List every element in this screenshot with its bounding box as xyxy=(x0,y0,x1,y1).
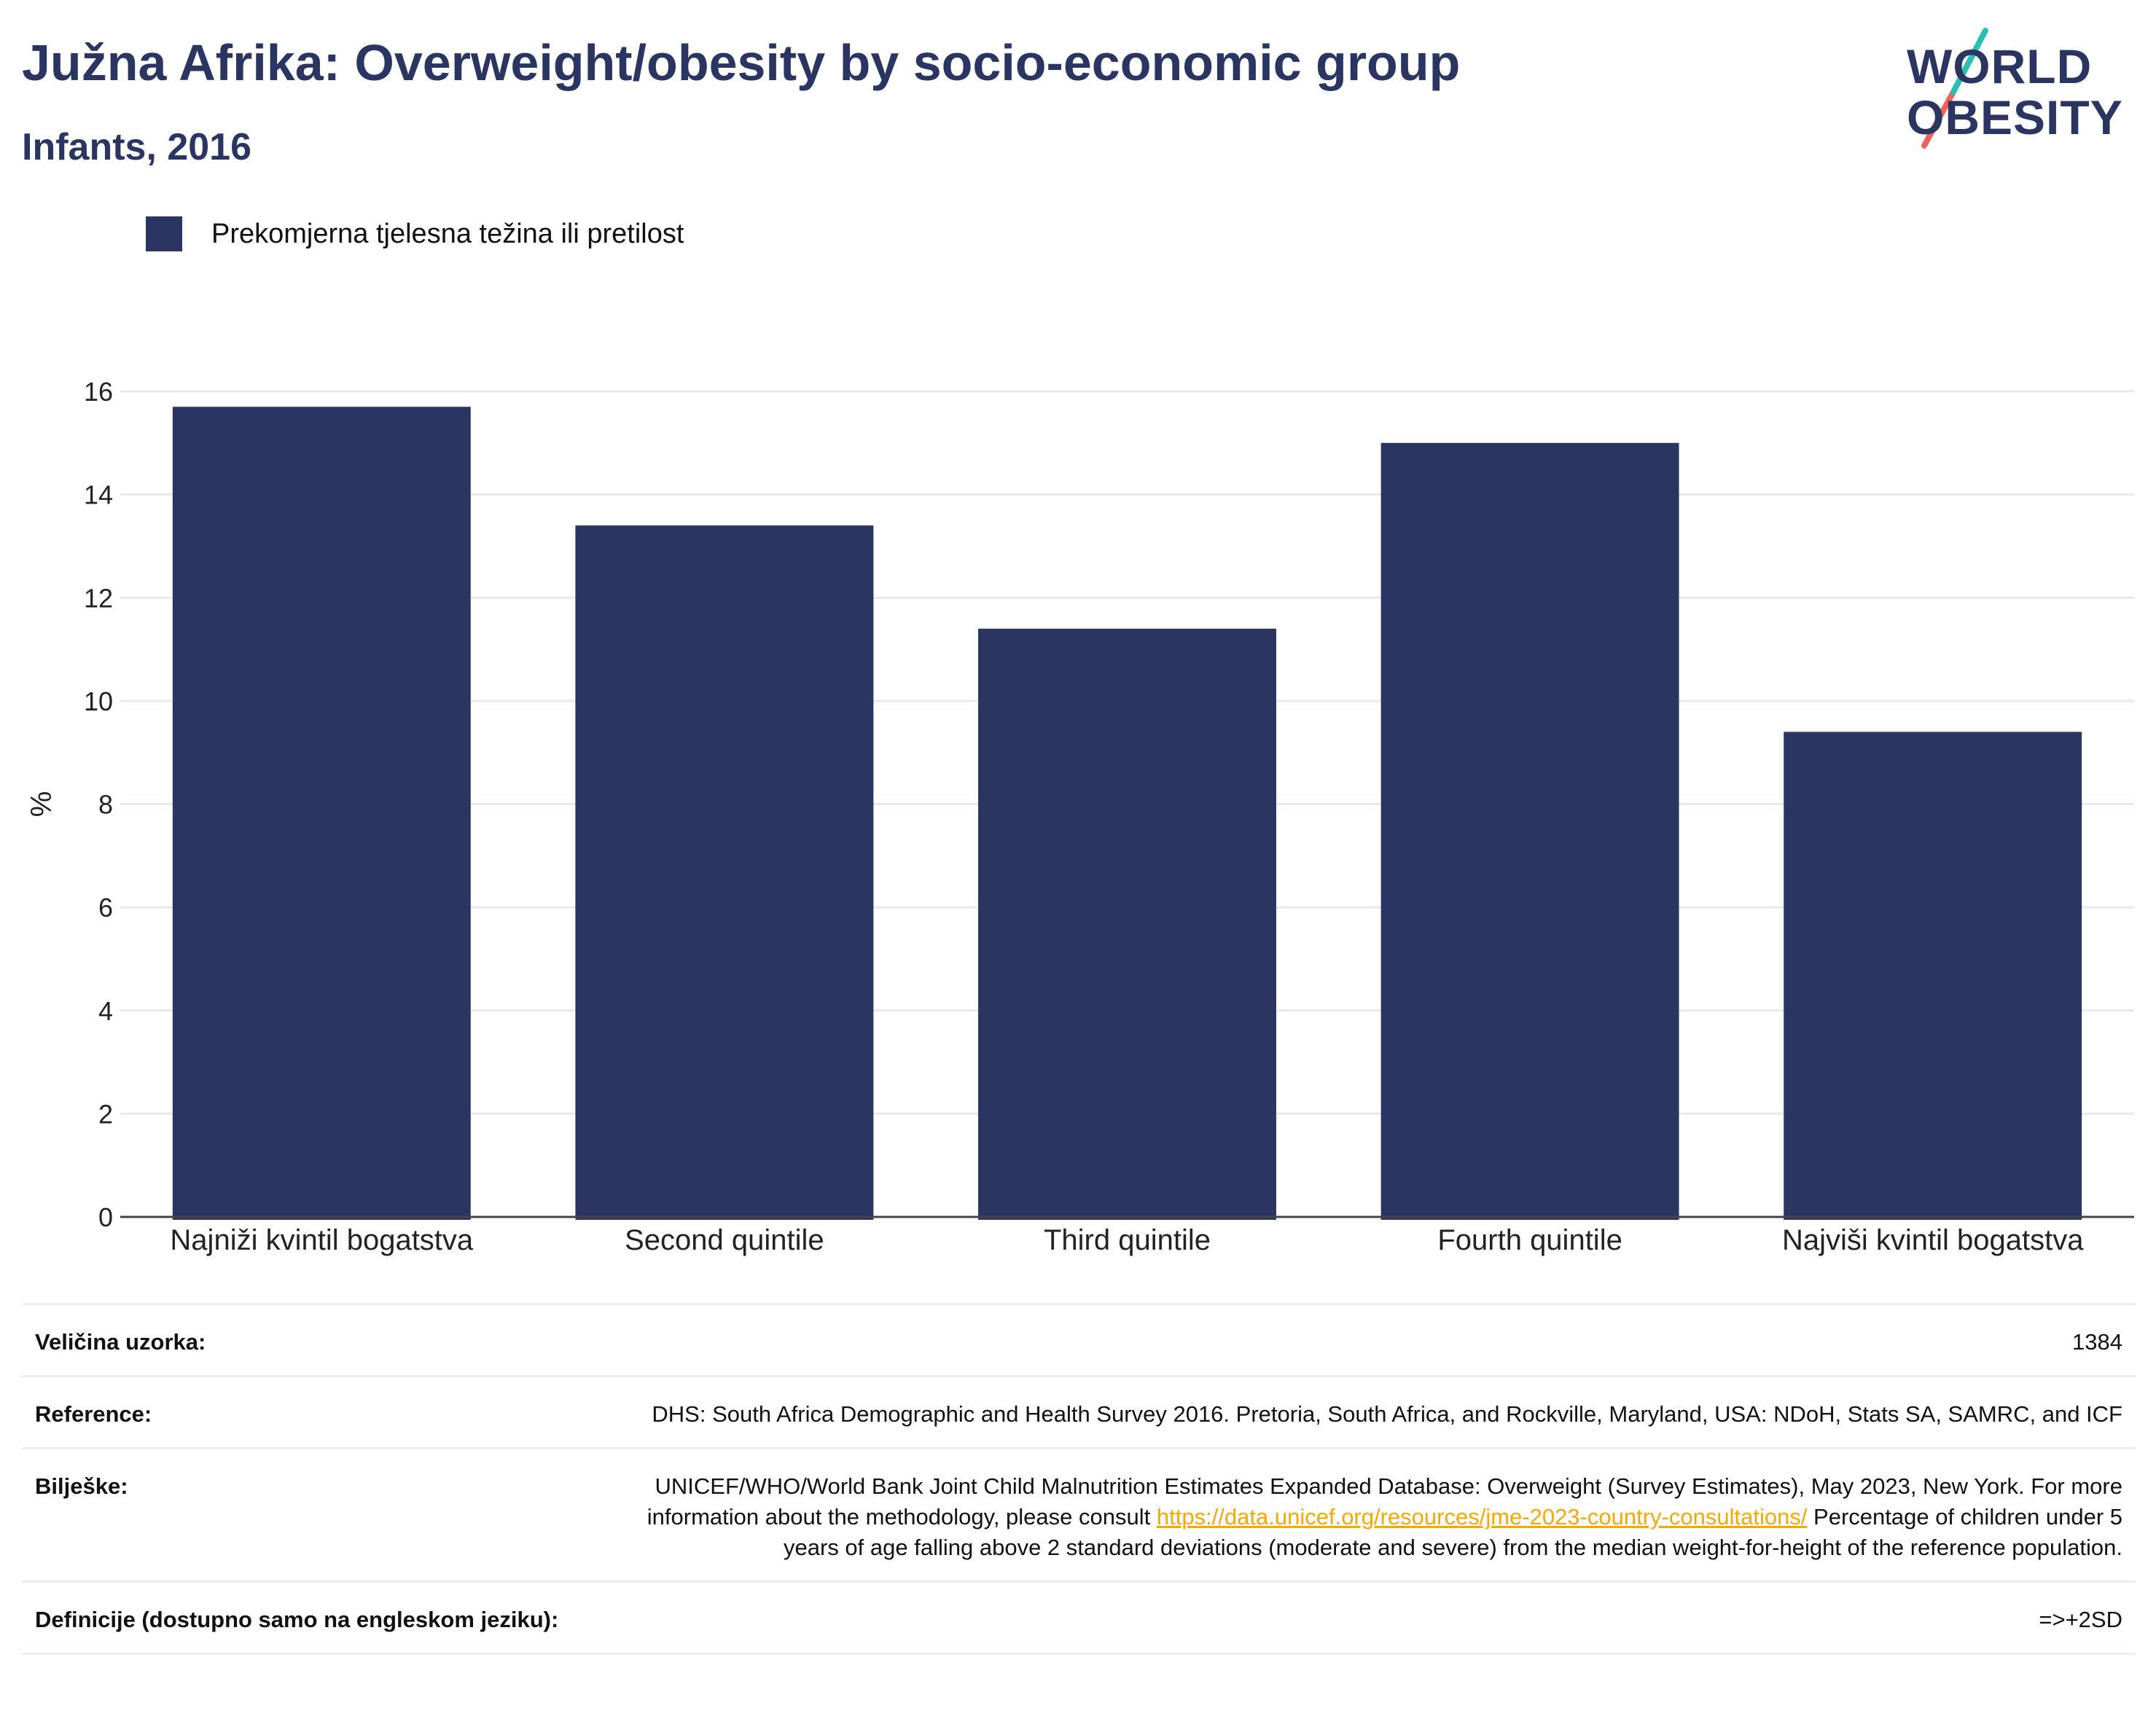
logo-slash-icon xyxy=(1921,28,1988,149)
chart-title: Južna Afrika: Overweight/obesity by soci… xyxy=(22,34,1461,91)
y-tick-label: 4 xyxy=(98,996,113,1026)
logo-word-obesity: OBESITY xyxy=(1907,90,2123,144)
info-row-reference: Reference: DHS: South Africa Demographic… xyxy=(22,1375,2136,1447)
reference-label: Reference: xyxy=(35,1401,152,1427)
legend: Prekomjerna tjelesna težina ili pretilos… xyxy=(146,215,684,253)
x-tick-label: Second quintile xyxy=(625,1224,824,1256)
x-tick-label: Najviši kvintil bogatstva xyxy=(1782,1224,2084,1256)
y-tick-label: 16 xyxy=(84,377,113,407)
y-tick-label: 12 xyxy=(84,583,113,613)
info-row-definitions: Definicije (dostupno samo na engleskom j… xyxy=(22,1581,2136,1655)
legend-label: Prekomjerna tjelesna težina ili pretilos… xyxy=(211,218,684,249)
info-row-sample-size: Veličina uzorka: 1384 xyxy=(22,1303,2136,1375)
definitions-label: Definicije (dostupno samo na engleskom j… xyxy=(35,1607,559,1632)
definitions-value: =>+2SD xyxy=(2039,1607,2122,1632)
bar[interactable] xyxy=(1380,442,1679,1220)
notes-label: Bilješke: xyxy=(35,1473,128,1499)
reference-value: DHS: South Africa Demographic and Health… xyxy=(652,1401,2122,1427)
bar[interactable] xyxy=(172,407,471,1220)
bar[interactable] xyxy=(978,628,1276,1220)
y-tick-label: 14 xyxy=(84,480,113,510)
methodology-link[interactable]: https://data.unicef.org/resources/jme-20… xyxy=(1156,1504,1808,1530)
y-axis-label: % xyxy=(26,791,58,818)
y-tick-label: 0 xyxy=(98,1202,113,1232)
info-row-notes: Bilješke: UNICEF/WHO/World Bank Joint Ch… xyxy=(22,1447,2136,1581)
notes-text-2: Percentage of children under 5 years of … xyxy=(784,1504,2122,1560)
legend-swatch xyxy=(146,216,182,251)
y-tick-label: 2 xyxy=(98,1099,113,1129)
bar-chart: 0 2 4 6 8 10 12 14 16% Najniži kvintil bogatstva S… xyxy=(26,377,2134,1256)
notes-value: UNICEF/WHO/World Bank Joint Child Malnut… xyxy=(592,1471,2122,1563)
x-tick-label: Third quintile xyxy=(1044,1224,1211,1256)
bar[interactable] xyxy=(575,525,874,1220)
chart-subtitle: Infants, 2016 xyxy=(22,126,252,168)
notes-text: UNICEF/WHO/World Bank Joint Child Malnut… xyxy=(647,1473,2122,1530)
world-obesity-logo[interactable]: WORLD OBESITY xyxy=(1895,22,2143,153)
sample-size-value: 1384 xyxy=(2072,1329,2122,1355)
x-tick-label: Najniži kvintil bogatstva xyxy=(170,1224,473,1256)
bar[interactable] xyxy=(1784,732,2082,1220)
info-table: Veličina uzorka: 1384 Reference: DHS: So… xyxy=(22,1303,2136,1655)
y-tick-label: 10 xyxy=(84,686,113,716)
y-tick-label: 8 xyxy=(98,790,113,820)
logo-word-world: WORLD xyxy=(1907,39,2093,93)
x-tick-label: Fourth quintile xyxy=(1437,1224,1622,1256)
y-tick-label: 6 xyxy=(98,893,113,923)
sample-size-label: Veličina uzorka: xyxy=(35,1329,206,1355)
